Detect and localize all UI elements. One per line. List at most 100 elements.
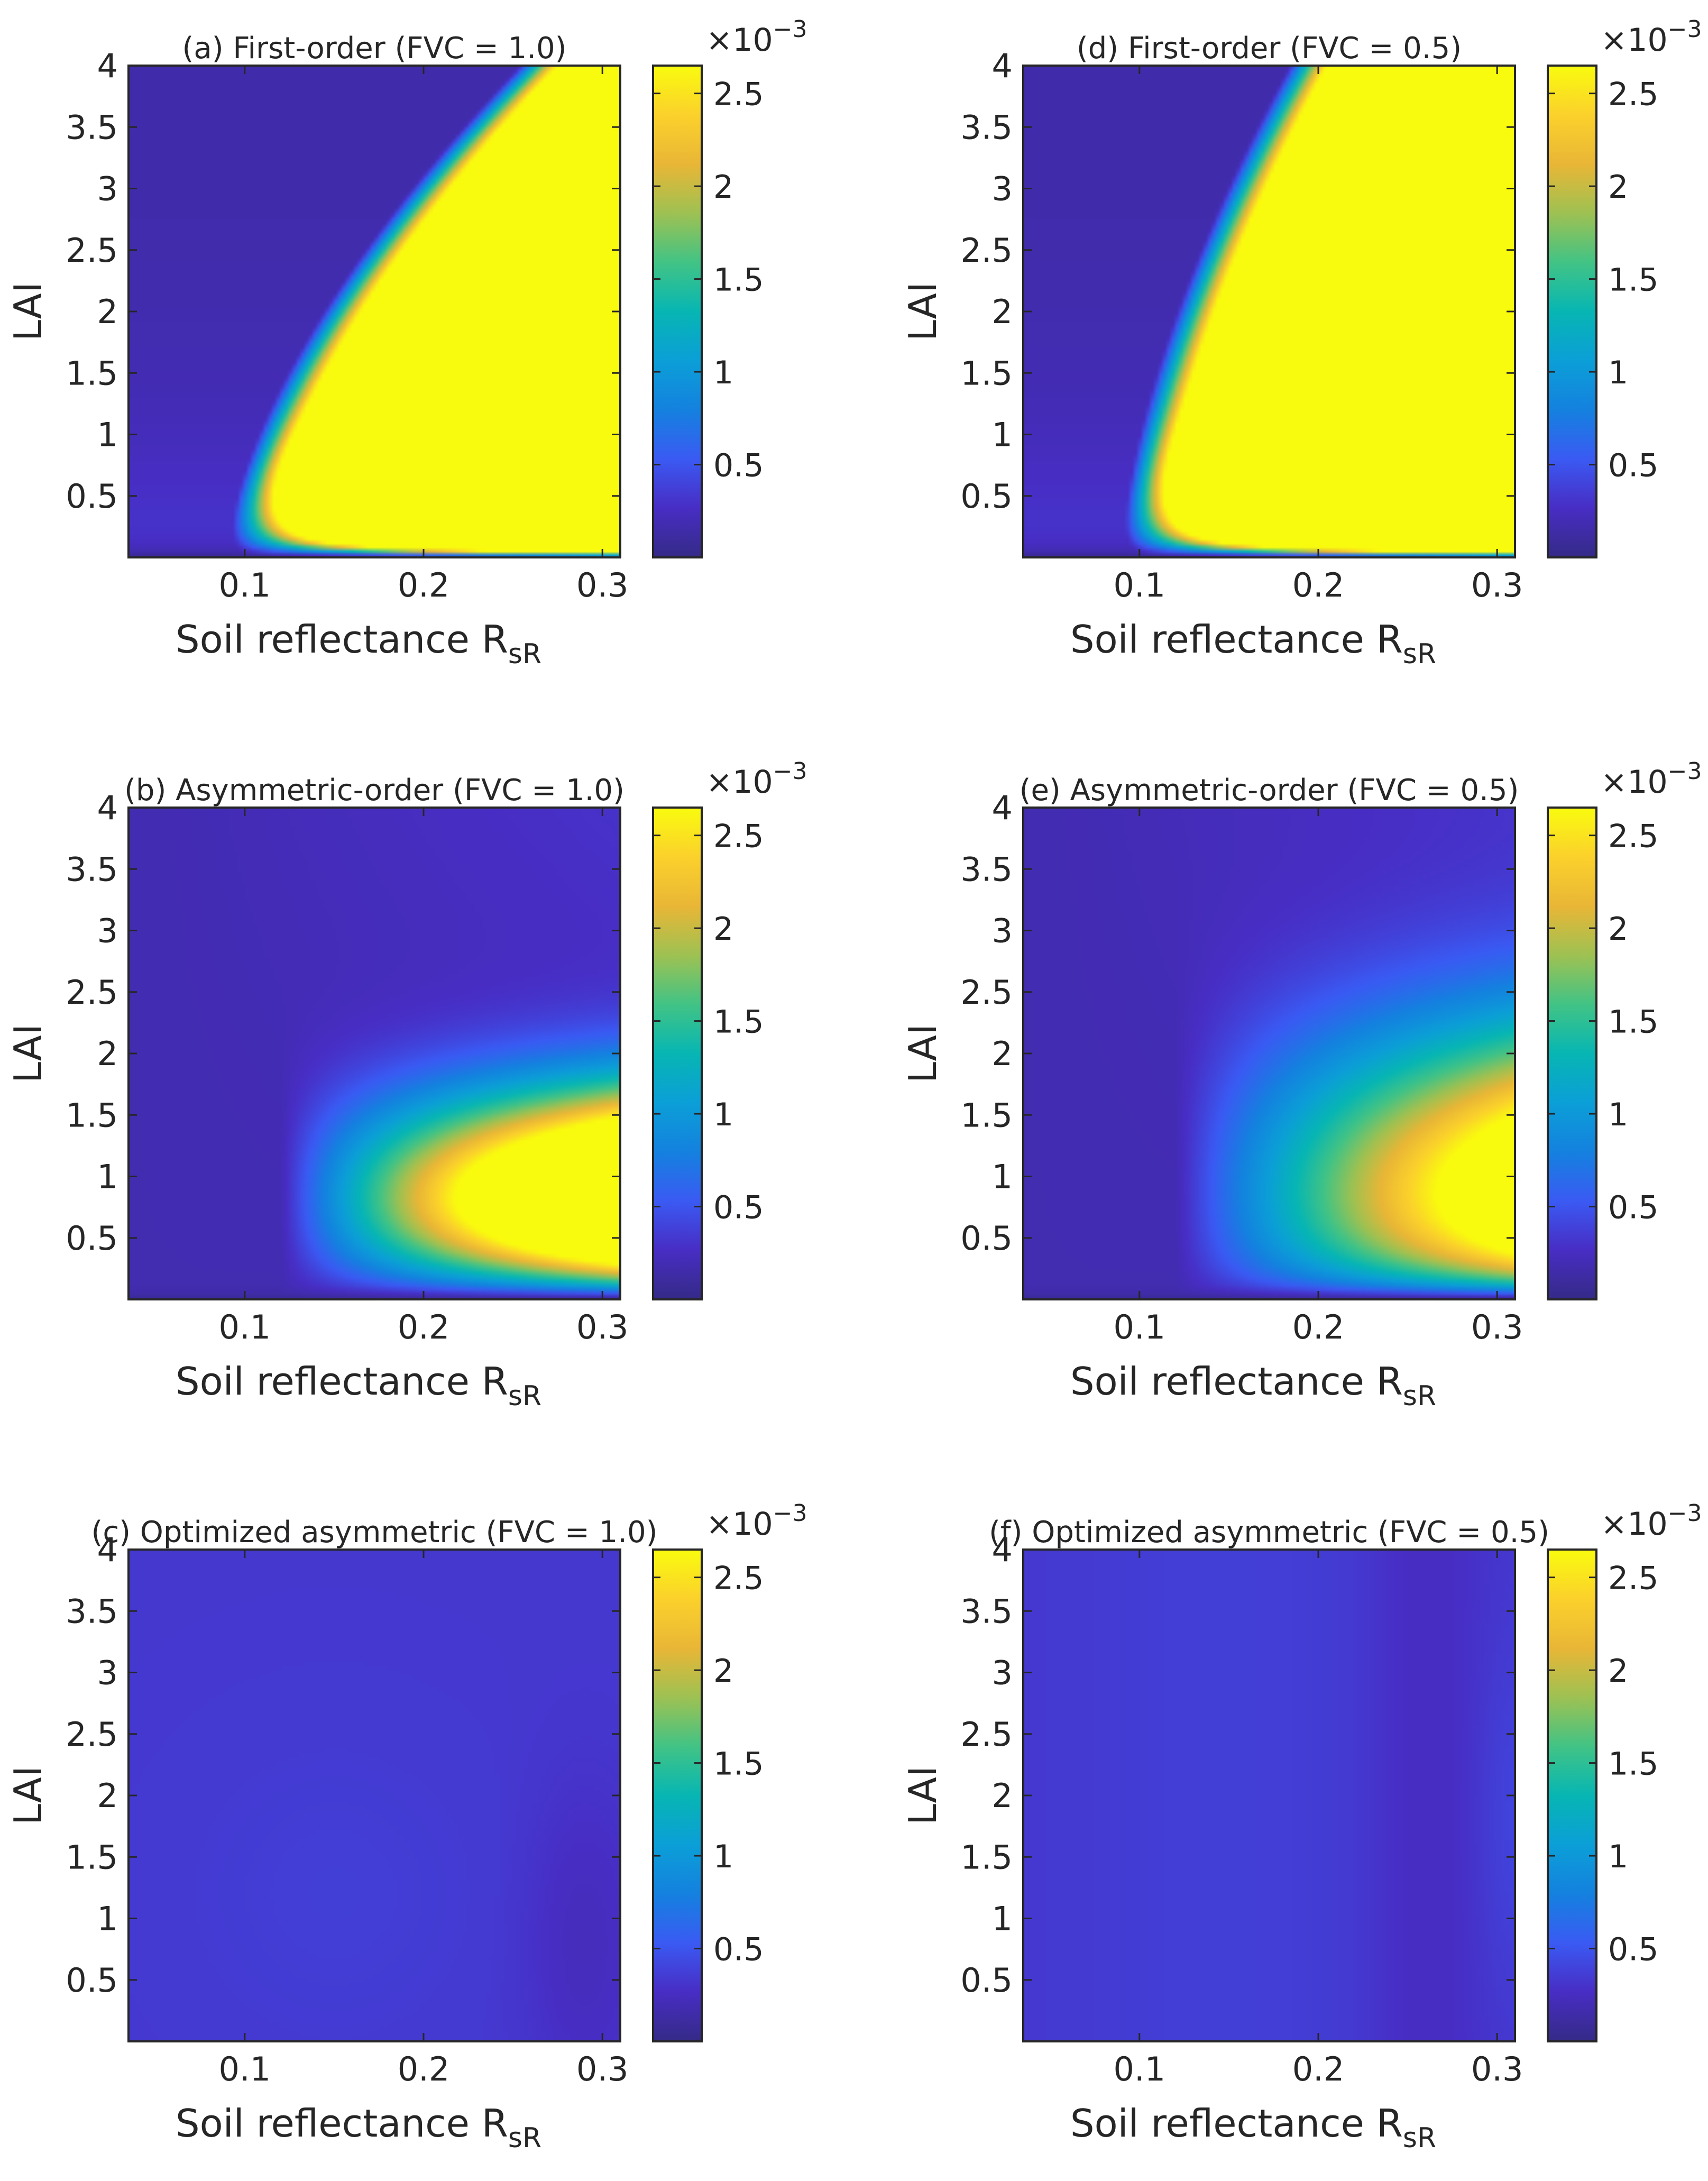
y-tick-label-b: 3.5 xyxy=(66,850,118,888)
y-axis-label-e: LAI xyxy=(901,1024,945,1083)
y-tick-label-f: 2 xyxy=(992,1776,1013,1815)
y-tick-label-e: 1 xyxy=(992,1158,1013,1196)
colorbar-tick-label-a: 0.5 xyxy=(713,447,764,484)
y-tick-label-d: 2.5 xyxy=(960,231,1013,270)
y-tick-label-a: 1.5 xyxy=(66,354,118,392)
y-axis-label-f: LAI xyxy=(901,1766,945,1825)
colorbar-tick-label-b: 1 xyxy=(713,1096,733,1133)
panel-c: (c) Optimized asymmetric (FVC = 1.0) 0.1 0… xyxy=(6,1500,807,2154)
colorbar-exponent-power-f: −3 xyxy=(1668,1500,1702,1527)
colorbar-frame-a xyxy=(652,65,703,558)
panel-e: (e) Asymmetric-order (FVC = 0.5) 0.1 0.2 0.… xyxy=(901,758,1702,1412)
x-tick-label-b: 0.3 xyxy=(576,1308,629,1346)
colorbar-exponent-power-a: −3 xyxy=(773,16,807,43)
y-tick-label-b: 2 xyxy=(97,1034,118,1073)
y-tick-label-b: 3 xyxy=(97,912,118,950)
panel-title-a: (a) First-order (FVC = 1.0) xyxy=(182,31,567,66)
y-tick-label-d: 3.5 xyxy=(960,108,1013,146)
colorbar-tick-label-f: 2.5 xyxy=(1608,1560,1658,1597)
colorbar-tick-label-a: 1 xyxy=(713,354,733,391)
colorbar-tick-label-e: 1.5 xyxy=(1608,1004,1658,1041)
y-tick-label-c: 3.5 xyxy=(66,1592,118,1630)
colorbar-tick-label-b: 1.5 xyxy=(713,1004,764,1041)
y-tick-label-b: 2.5 xyxy=(66,973,118,1012)
x-tick-label-e: 0.1 xyxy=(1114,1308,1166,1346)
panel-f: (f) Optimized asymmetric (FVC = 0.5) 0.1 0… xyxy=(901,1500,1702,2154)
y-tick-label-a: 2 xyxy=(97,292,118,331)
colorbar-exponent-c: ×10−3 xyxy=(706,1500,807,1543)
panel-title-b: (b) Asymmetric-order (FVC = 1.0) xyxy=(124,773,625,808)
y-tick-label-c: 0.5 xyxy=(66,1961,118,2000)
y-tick-label-f: 3 xyxy=(992,1654,1013,1692)
y-tick-label-c: 3 xyxy=(97,1654,118,1692)
colorbar-exponent-base-b: ×10 xyxy=(706,764,773,801)
colorbar-tick-label-a: 2 xyxy=(713,169,733,206)
colorbar-a xyxy=(653,66,702,557)
x-tick-label-e: 0.2 xyxy=(1292,1308,1345,1346)
colorbar-tick-label-d: 0.5 xyxy=(1608,447,1658,484)
x-axis-label-f: Soil reflectance RsR xyxy=(1070,2101,1436,2154)
colorbar-frame-e xyxy=(1547,807,1597,1300)
colorbar-exponent-e: ×10−3 xyxy=(1601,758,1702,801)
colorbar-exponent-b: ×10−3 xyxy=(706,758,807,801)
heatmap-image-c xyxy=(128,1550,620,2041)
y-axis-label-d: LAI xyxy=(901,282,945,341)
colorbar-tick-label-f: 1.5 xyxy=(1608,1746,1658,1783)
colorbar-frame-c xyxy=(652,1548,703,2042)
y-tick-label-b: 0.5 xyxy=(66,1219,118,1258)
x-axis-label-sub-d: sR xyxy=(1403,638,1436,670)
x-tick-label-a: 0.1 xyxy=(219,566,271,604)
y-tick-label-e: 0.5 xyxy=(960,1219,1013,1258)
y-tick-label-a: 3.5 xyxy=(66,108,118,146)
x-tick-label-d: 0.1 xyxy=(1114,566,1166,604)
y-tick-label-a: 4 xyxy=(97,47,118,85)
x-axis-label-sub-e: sR xyxy=(1403,1380,1436,1412)
x-tick-label-c: 0.1 xyxy=(219,2050,271,2088)
y-tick-label-d: 0.5 xyxy=(960,477,1013,516)
x-axis-label-main-f: Soil reflectance R xyxy=(1070,2101,1403,2146)
y-tick-label-d: 3 xyxy=(992,170,1013,208)
colorbar-tick-label-e: 2 xyxy=(1608,911,1628,948)
x-axis-label-sub-a: sR xyxy=(508,638,541,670)
x-tick-label-d: 0.3 xyxy=(1471,566,1523,604)
colorbar-tick-label-b: 0.5 xyxy=(713,1189,764,1226)
y-tick-label-d: 2 xyxy=(992,292,1013,331)
colorbar-tick-label-e: 2.5 xyxy=(1608,818,1658,855)
y-tick-label-e: 3 xyxy=(992,912,1013,950)
colorbar-exponent-base-d: ×10 xyxy=(1601,22,1668,59)
colorbar-exponent-base-f: ×10 xyxy=(1601,1506,1668,1543)
y-tick-label-a: 2.5 xyxy=(66,231,118,270)
colorbar-tick-label-e: 1 xyxy=(1608,1096,1628,1133)
colorbar-f xyxy=(1548,1550,1596,2041)
x-tick-label-d: 0.2 xyxy=(1292,566,1345,604)
y-tick-label-e: 3.5 xyxy=(960,850,1013,888)
x-tick-label-a: 0.3 xyxy=(576,566,629,604)
y-tick-label-a: 0.5 xyxy=(66,477,118,516)
colorbar-tick-label-d: 1 xyxy=(1608,354,1628,391)
y-tick-label-d: 1.5 xyxy=(960,354,1013,392)
x-axis-label-main-d: Soil reflectance R xyxy=(1070,617,1403,662)
colorbar-exponent-a: ×10−3 xyxy=(706,16,807,59)
colorbar-c xyxy=(653,1550,702,2041)
x-tick-label-c: 0.2 xyxy=(398,2050,450,2088)
x-axis-label-main-a: Soil reflectance R xyxy=(176,617,508,662)
heatmap-image-e xyxy=(1023,808,1515,1299)
colorbar-exponent-power-b: −3 xyxy=(773,758,807,785)
colorbar-tick-label-f: 0.5 xyxy=(1608,1931,1658,1968)
colorbar-tick-label-c: 1.5 xyxy=(713,1746,764,1783)
heatmap-image-b xyxy=(128,808,620,1299)
colorbar-tick-label-d: 2.5 xyxy=(1608,76,1658,113)
x-axis-label-sub-f: sR xyxy=(1403,2122,1436,2154)
colorbar-tick-label-b: 2 xyxy=(713,911,733,948)
y-tick-label-e: 4 xyxy=(992,789,1013,827)
panel-b: (b) Asymmetric-order (FVC = 1.0) 0.1 0.2 0.… xyxy=(6,758,807,1412)
panel-title-d: (d) First-order (FVC = 0.5) xyxy=(1077,31,1462,66)
x-axis-label-sub-c: sR xyxy=(508,2122,541,2154)
x-tick-label-c: 0.3 xyxy=(576,2050,629,2088)
y-axis-label-c: LAI xyxy=(6,1766,50,1825)
y-tick-label-c: 2.5 xyxy=(66,1715,118,1754)
y-tick-label-d: 4 xyxy=(992,47,1013,85)
y-tick-label-e: 2 xyxy=(992,1034,1013,1073)
heatmap-image-d xyxy=(1023,66,1515,557)
x-axis-label-sub-b: sR xyxy=(508,1380,541,1412)
